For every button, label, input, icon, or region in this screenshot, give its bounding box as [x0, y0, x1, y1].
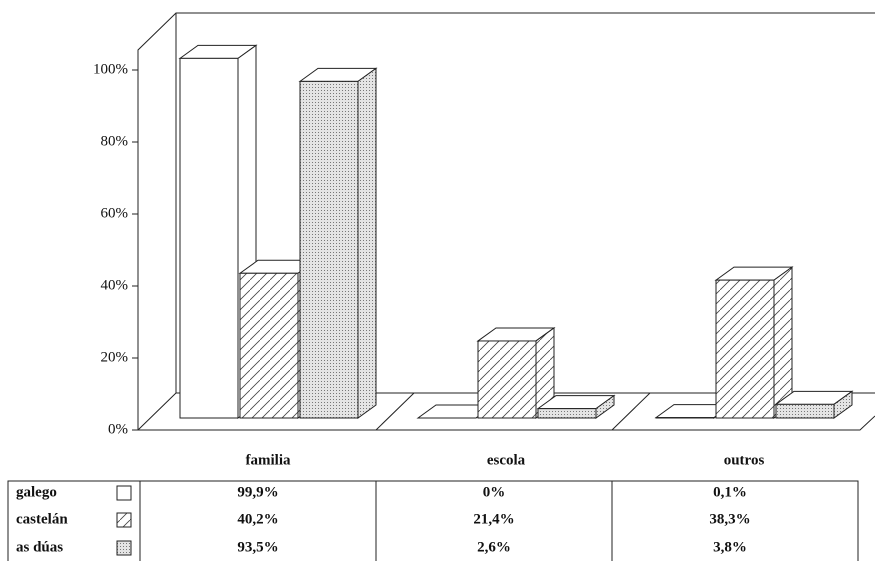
table-columns [139, 481, 613, 561]
value-label: 2,6% [477, 539, 511, 555]
y-tick-label: 40% [101, 277, 129, 293]
bar [775, 403, 835, 419]
value-label: 3,8% [713, 539, 747, 555]
legend-swatch [116, 485, 132, 501]
x-tick-label: escola [487, 452, 526, 468]
floor [137, 392, 875, 431]
value-label: 99,9% [237, 484, 278, 500]
x-tick-label: familia [246, 452, 291, 468]
y-tick-label: 20% [101, 349, 129, 365]
table-border [7, 480, 859, 561]
x-tick-label: outros [724, 452, 765, 468]
y-tick-label: 100% [93, 61, 128, 77]
value-label: 93,5% [237, 539, 278, 555]
bar [179, 57, 239, 419]
legend-label: castelán [16, 511, 68, 527]
walls [137, 12, 875, 430]
value-label: 38,3% [709, 511, 750, 527]
bar [239, 272, 299, 419]
value-label: 0% [483, 484, 506, 500]
floor-dividers [375, 392, 651, 431]
legend-label: galego [16, 484, 57, 500]
value-label: 0,1% [713, 484, 747, 500]
bar [299, 80, 359, 419]
value-label: 21,4% [473, 511, 514, 527]
bar [477, 340, 537, 419]
table [7, 480, 859, 561]
legend-swatch [116, 540, 132, 556]
bar [715, 279, 775, 419]
y-tick-label: 80% [101, 133, 129, 149]
bar-side [357, 67, 377, 419]
y-tick-label: 60% [101, 205, 129, 221]
y-tick-label: 0% [108, 421, 128, 437]
bar [537, 408, 597, 419]
legend-swatch [116, 512, 132, 528]
legend-label: as dúas [16, 539, 63, 555]
frame [137, 12, 875, 431]
value-label: 40,2% [237, 511, 278, 527]
